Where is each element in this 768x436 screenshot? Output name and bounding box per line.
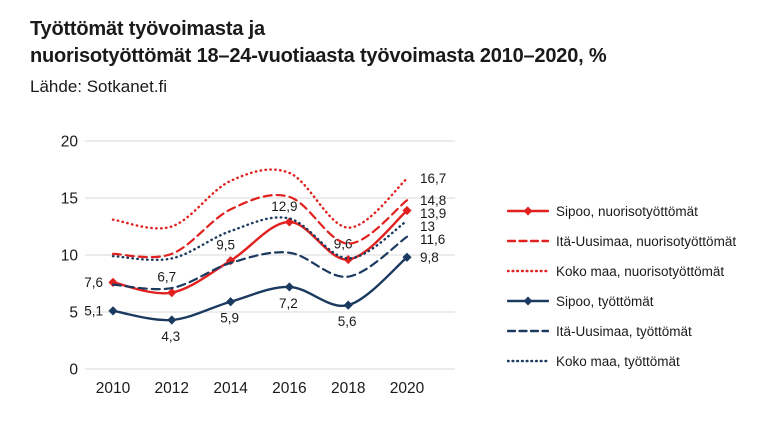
chart-source: Lähde: Sotkanet.fi: [30, 77, 168, 96]
data-point-label-sipoo-tyottomat: 7,2: [279, 296, 298, 311]
data-point-marker-sipoo-tyottomat: [108, 306, 118, 316]
series-line-ita-uusimaa-nuorisotyottomat: [111, 193, 409, 259]
x-tick-label-2018: 2018: [331, 380, 365, 397]
chart-legend: Sipoo, nuorisotyöttömät Itä-Uusimaa, nuor…: [507, 196, 736, 376]
data-point-label-sipoo-nuorisotyottomat: 7,6: [84, 275, 103, 290]
legend-line-sample-dotted: [507, 269, 549, 273]
data-point-label-sipoo-tyottomat: 5,1: [84, 303, 103, 318]
data-point-label-sipoo-tyottomat: 5,6: [338, 314, 357, 329]
legend-line-sample-dotted: [507, 359, 549, 363]
y-tick-label-20: 20: [61, 134, 79, 151]
end-value-label: 9,8: [420, 250, 439, 265]
legend-label: Itä-Uusimaa, työttömät: [556, 323, 692, 339]
series-line-koko-maa-tyottomat: [111, 216, 409, 262]
legend-item-koko-maa-nuorisotyottomat: Koko maa, nuorisotyöttömät: [507, 256, 736, 286]
data-point-marker-sipoo-tyottomat: [284, 282, 294, 292]
legend-label: Sipoo, työttömät: [556, 293, 654, 309]
legend-marker-diamond: [523, 296, 533, 306]
chart-title-line2: nuorisotyöttömät 18–24-vuotiaasta työvoi…: [30, 45, 607, 67]
y-tick-label-15: 15: [61, 191, 78, 208]
y-tick-label-5: 5: [69, 305, 78, 322]
data-point-marker-sipoo-tyottomat: [343, 300, 353, 310]
legend-item-sipoo-tyottomat: Sipoo, työttömät: [507, 286, 736, 316]
data-point-marker-sipoo-nuorisotyottomat: [167, 288, 177, 298]
legend-line-sample-solid: [507, 296, 549, 306]
x-tick-label-2020: 2020: [390, 380, 425, 397]
legend-line-sample-dashed: [507, 239, 549, 243]
data-point-label-sipoo-tyottomat: 5,9: [220, 311, 239, 326]
legend-item-ita-uusimaa-tyottomat: Itä-Uusimaa, työttömät: [507, 316, 736, 346]
end-value-label: 11,6: [420, 232, 445, 247]
x-tick-label-2012: 2012: [155, 380, 189, 397]
legend-marker-diamond: [523, 206, 533, 216]
data-point-marker-sipoo-tyottomat: [226, 297, 236, 307]
legend-label: Koko maa, työttömät: [556, 353, 680, 369]
end-value-label: 14,8: [420, 193, 446, 208]
y-tick-label-0: 0: [69, 362, 78, 379]
legend-item-koko-maa-tyottomat: Koko maa, työttömät: [507, 346, 736, 376]
legend-item-ita-uusimaa-nuorisotyottomat: Itä-Uusimaa, nuorisotyöttömät: [507, 226, 736, 256]
data-point-label-sipoo-tyottomat: 4,3: [161, 329, 180, 344]
end-value-label: 16,7: [420, 171, 446, 186]
chart-title-line1: Työttömät työvoimasta ja: [30, 18, 265, 40]
data-point-marker-sipoo-tyottomat: [402, 252, 412, 262]
data-point-marker-sipoo-nuorisotyottomat: [402, 205, 412, 216]
legend-label: Itä-Uusimaa, nuorisotyöttömät: [556, 233, 737, 249]
data-point-label-sipoo-nuorisotyottomat: 9,5: [216, 238, 235, 253]
data-point-marker-sipoo-tyottomat: [167, 315, 177, 325]
legend-line-sample-dashed: [507, 329, 549, 333]
data-point-label-sipoo-nuorisotyottomat: 6,7: [157, 270, 176, 285]
y-tick-label-10: 10: [61, 248, 79, 265]
x-tick-label-2016: 2016: [272, 380, 306, 397]
x-tick-label-2014: 2014: [213, 380, 248, 397]
series-line-ita-uusimaa-tyottomat: [111, 235, 409, 291]
legend-label: Koko maa, nuorisotyöttömät: [556, 263, 725, 279]
series-line-koko-maa-nuorisotyottomat: [111, 168, 409, 230]
legend-label: Sipoo, nuorisotyöttömät: [556, 203, 698, 219]
end-value-label: 13,9: [420, 206, 446, 221]
legend-line-sample-solid: [507, 206, 549, 216]
data-point-marker-sipoo-nuorisotyottomat: [108, 277, 118, 287]
legend-item-sipoo-nuorisotyottomat: Sipoo, nuorisotyöttömät: [507, 196, 736, 226]
data-point-label-sipoo-nuorisotyottomat: 12,9: [271, 199, 297, 214]
x-tick-label-2010: 2010: [96, 380, 131, 397]
title-block: Työttömät työvoimasta ja nuorisotyöttömä…: [30, 16, 607, 97]
data-point-marker-sipoo-nuorisotyottomat: [343, 254, 353, 265]
end-value-label: 13: [420, 219, 435, 234]
data-point-marker-sipoo-nuorisotyottomat: [284, 217, 294, 227]
